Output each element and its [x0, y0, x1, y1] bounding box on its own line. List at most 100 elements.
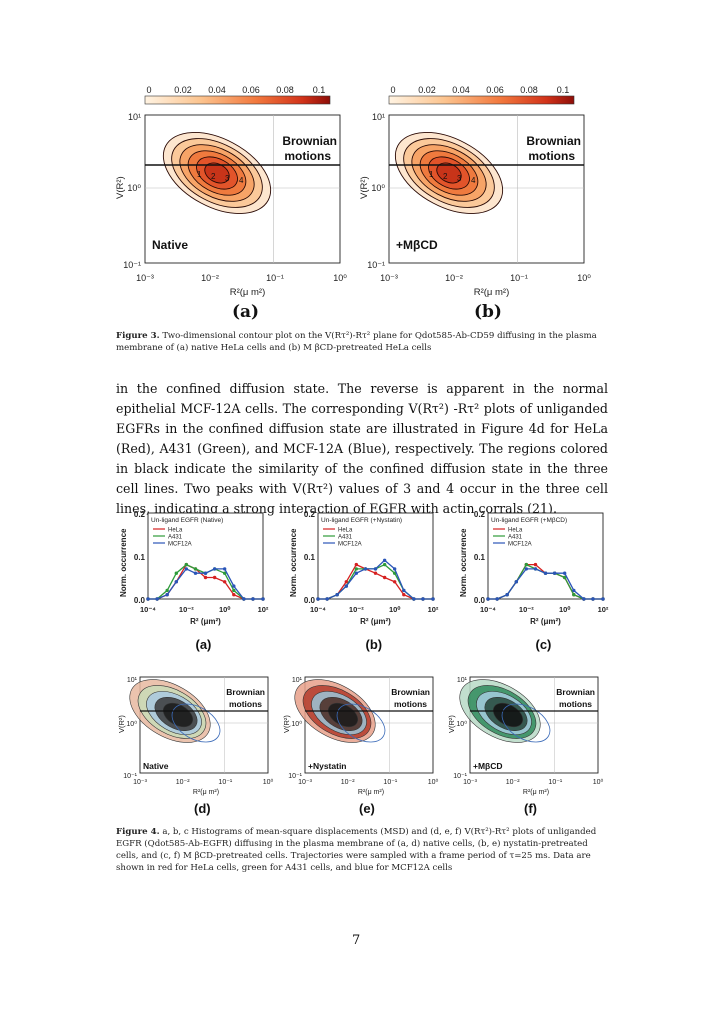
- x-tick: 10⁰: [593, 778, 604, 786]
- chart-title: Un-ligand EGFR (+MβCD): [491, 517, 567, 524]
- data-point: [572, 593, 576, 597]
- legend-entry: A431: [508, 535, 523, 541]
- x-tick: 10⁰: [263, 778, 274, 786]
- y-tick: 10⁰: [291, 720, 302, 728]
- x-axis-label: R²(μ m²): [523, 789, 549, 796]
- colorbar-tick: 0.1: [557, 85, 570, 95]
- legend-entry: A431: [168, 535, 183, 541]
- data-point: [373, 571, 378, 575]
- data-point: [572, 588, 576, 593]
- colorbar-tick: 0.04: [208, 85, 226, 95]
- contour-panel-label: (e): [359, 801, 375, 816]
- x-tick: 10⁰: [389, 605, 401, 614]
- contour-outline: [501, 703, 551, 743]
- y-tick: 0.2: [304, 510, 316, 519]
- legend-entry: HeLa: [338, 528, 353, 534]
- colorbar-tick: 0.02: [174, 85, 192, 95]
- data-point: [165, 593, 169, 597]
- x-axis-label: R²(μ m²): [358, 789, 384, 796]
- y-axis-label: V(R²): [359, 176, 370, 199]
- condition-label: +MβCD: [473, 761, 503, 771]
- colorbar-tick: 0.08: [276, 85, 294, 95]
- colorbar-tick: 0: [146, 85, 151, 95]
- x-tick: 10⁻³: [380, 273, 398, 283]
- y-tick: 10⁻¹: [453, 773, 467, 780]
- condition-label: +MβCD: [396, 238, 438, 252]
- x-tick: 10²: [258, 605, 269, 614]
- y-axis-label: Norm. occurrence: [119, 528, 128, 597]
- data-point: [335, 593, 339, 597]
- x-tick: 10⁻³: [463, 779, 477, 786]
- data-point: [533, 562, 538, 567]
- brownian-label: motions: [284, 149, 331, 163]
- x-tick: 10⁻²: [176, 779, 190, 786]
- data-point: [203, 571, 208, 575]
- data-point: [552, 571, 557, 575]
- data-point: [354, 567, 359, 571]
- condition-label: Native: [152, 238, 188, 252]
- histogram-panel-label: (c): [536, 637, 552, 652]
- data-point: [232, 588, 236, 593]
- condition-label: Native: [143, 761, 169, 771]
- brownian-label: motions: [528, 149, 575, 163]
- y-tick: 0.1: [474, 553, 486, 562]
- contour-panel: Brownian motions Native 10¹ 10⁰ 10⁻¹ V(R²) 10⁻³…: [117, 676, 274, 796]
- legend-entry: HeLa: [508, 528, 523, 534]
- contour-panel: Brownianmotions+Nystatin10¹10⁰10⁻¹V(R²)1…: [282, 676, 439, 796]
- x-tick: 10⁻³: [136, 273, 154, 283]
- x-tick: 10⁰: [577, 273, 591, 283]
- y-tick: 0.0: [474, 596, 486, 605]
- y-axis-label: V(R²): [282, 715, 291, 733]
- x-tick: 10⁰: [219, 605, 231, 614]
- x-tick: 10⁻²: [506, 779, 520, 786]
- colorbar-tick: 0.1: [313, 85, 326, 95]
- x-tick: 10⁻²: [445, 273, 463, 283]
- x-tick: 10⁻²: [201, 273, 219, 283]
- data-point: [354, 571, 359, 575]
- data-point: [514, 580, 519, 584]
- x-tick: 10⁻¹: [218, 779, 232, 786]
- x-axis-label: R² (μm²): [190, 617, 221, 626]
- data-point: [212, 575, 217, 580]
- y-tick: 10⁻¹: [288, 773, 302, 780]
- colorbar: [144, 95, 331, 105]
- data-point: [165, 588, 169, 593]
- data-point: [193, 567, 198, 571]
- x-tick: 10⁻³: [298, 779, 312, 786]
- figure-3a-label: (a): [232, 302, 260, 322]
- x-tick: 10⁰: [428, 778, 439, 786]
- y-tick: 10¹: [128, 112, 141, 122]
- y-axis-label: V(R²): [447, 715, 456, 733]
- x-tick: 10⁻⁴: [140, 605, 156, 614]
- y-tick: 10⁻¹: [123, 773, 137, 780]
- data-point: [543, 571, 548, 575]
- brownian-label: motions: [559, 699, 592, 709]
- data-point: [402, 593, 406, 597]
- histogram-panel: 0.2 0.1 0.0 Norm. occurrence 10⁻⁴ 10⁻² 10⁰ 10² R…: [459, 510, 609, 626]
- x-axis-label: R²(μ m²): [193, 789, 219, 796]
- legend-entry: MCF12A: [508, 542, 532, 548]
- y-tick: 10⁻¹: [123, 260, 141, 270]
- x-axis-label: R² (μm²): [530, 617, 561, 626]
- y-tick: 0.2: [134, 510, 146, 519]
- data-point: [373, 567, 378, 571]
- data-point: [174, 580, 179, 584]
- condition-label: +Nystatin: [308, 761, 347, 771]
- data-point: [601, 597, 605, 601]
- x-tick: 10⁰: [559, 605, 571, 614]
- data-point: [193, 571, 198, 575]
- data-point: [174, 571, 179, 575]
- figure-4-caption: Figure 4. a, b, c Histograms of mean-squ…: [116, 826, 610, 874]
- data-point: [184, 562, 189, 567]
- colorbar-tick: 0.02: [418, 85, 436, 95]
- data-point: [222, 580, 227, 584]
- data-point: [582, 597, 586, 601]
- data-point: [251, 597, 255, 601]
- data-point: [562, 571, 567, 575]
- chart-title: Un-ligand EGFR (Native): [151, 517, 223, 524]
- data-point: [354, 562, 359, 567]
- x-tick: 10⁻¹: [548, 779, 562, 786]
- data-point: [155, 597, 159, 601]
